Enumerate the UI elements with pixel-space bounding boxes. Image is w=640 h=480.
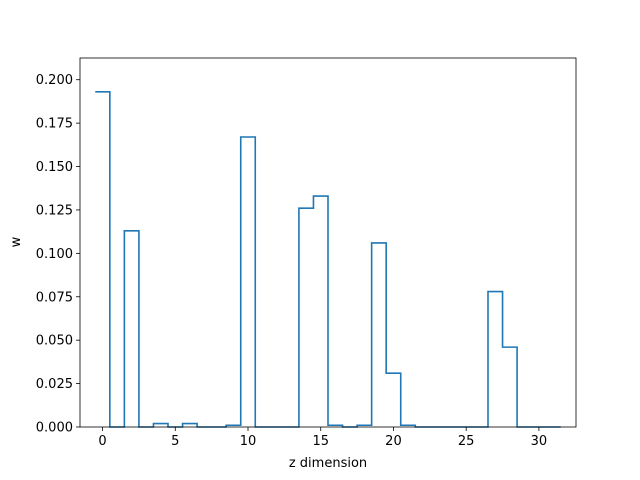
y-tick-label: 0.075 [36,290,73,305]
y-tick-label: 0.000 [36,421,73,436]
x-tick-label: 10 [240,434,257,449]
x-tick-label: 0 [98,434,106,449]
y-tick-label: 0.025 [36,377,73,392]
x-tick-label: 20 [385,434,402,449]
y-tick-label: 0.050 [36,334,73,349]
y-axis-label: w [9,236,24,247]
y-tick-label: 0.100 [36,247,73,262]
x-axis-label: z dimension [289,456,367,471]
x-tick-label: 25 [458,434,475,449]
x-tick-label: 30 [531,434,548,449]
y-tick-label: 0.150 [36,160,73,175]
axes-frame [79,57,577,428]
x-tick-label: 5 [171,434,179,449]
y-tick-label: 0.125 [36,203,73,218]
y-tick-label: 0.200 [36,73,73,88]
axes: 0 5 10 15 20 25 30 0.000 0.025 0.050 0.075 0.100 0.1… [36,57,577,449]
x-tick-label: 15 [312,434,329,449]
y-tick-label: 0.175 [36,117,73,132]
